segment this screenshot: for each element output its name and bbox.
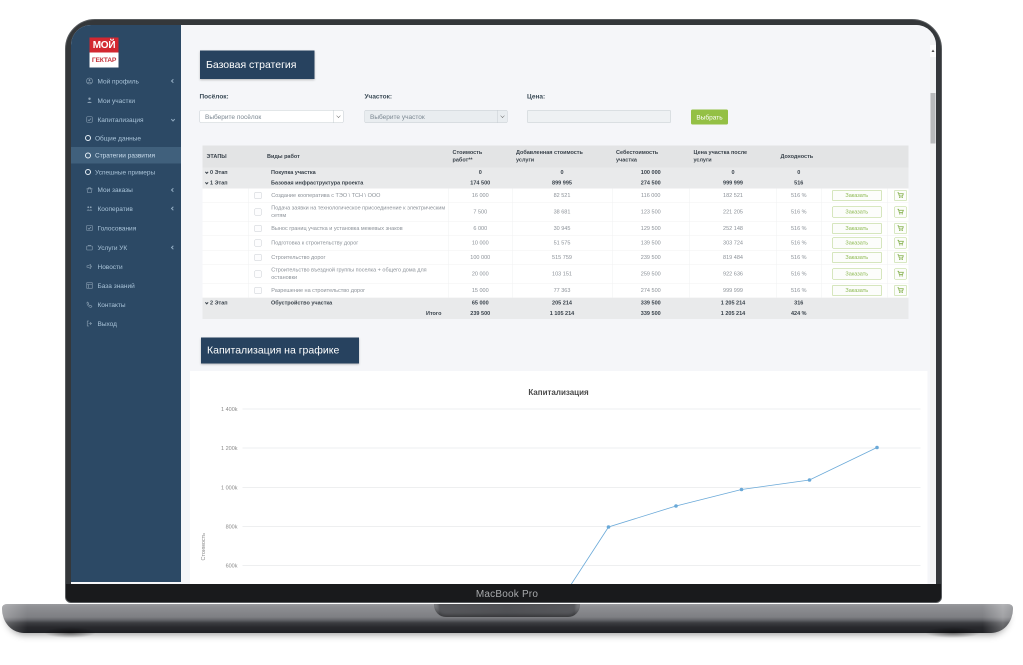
svg-text:800k: 800k	[226, 525, 238, 531]
svg-text:1 200k: 1 200k	[221, 446, 238, 452]
svg-text:600k: 600k	[226, 564, 238, 570]
svg-text:Капитализация: Капитализация	[528, 388, 589, 397]
svg-text:1 000k: 1 000k	[221, 486, 238, 492]
svg-text:1 400k: 1 400k	[221, 407, 238, 413]
svg-text:Стоимость: Стоимость	[201, 533, 207, 561]
